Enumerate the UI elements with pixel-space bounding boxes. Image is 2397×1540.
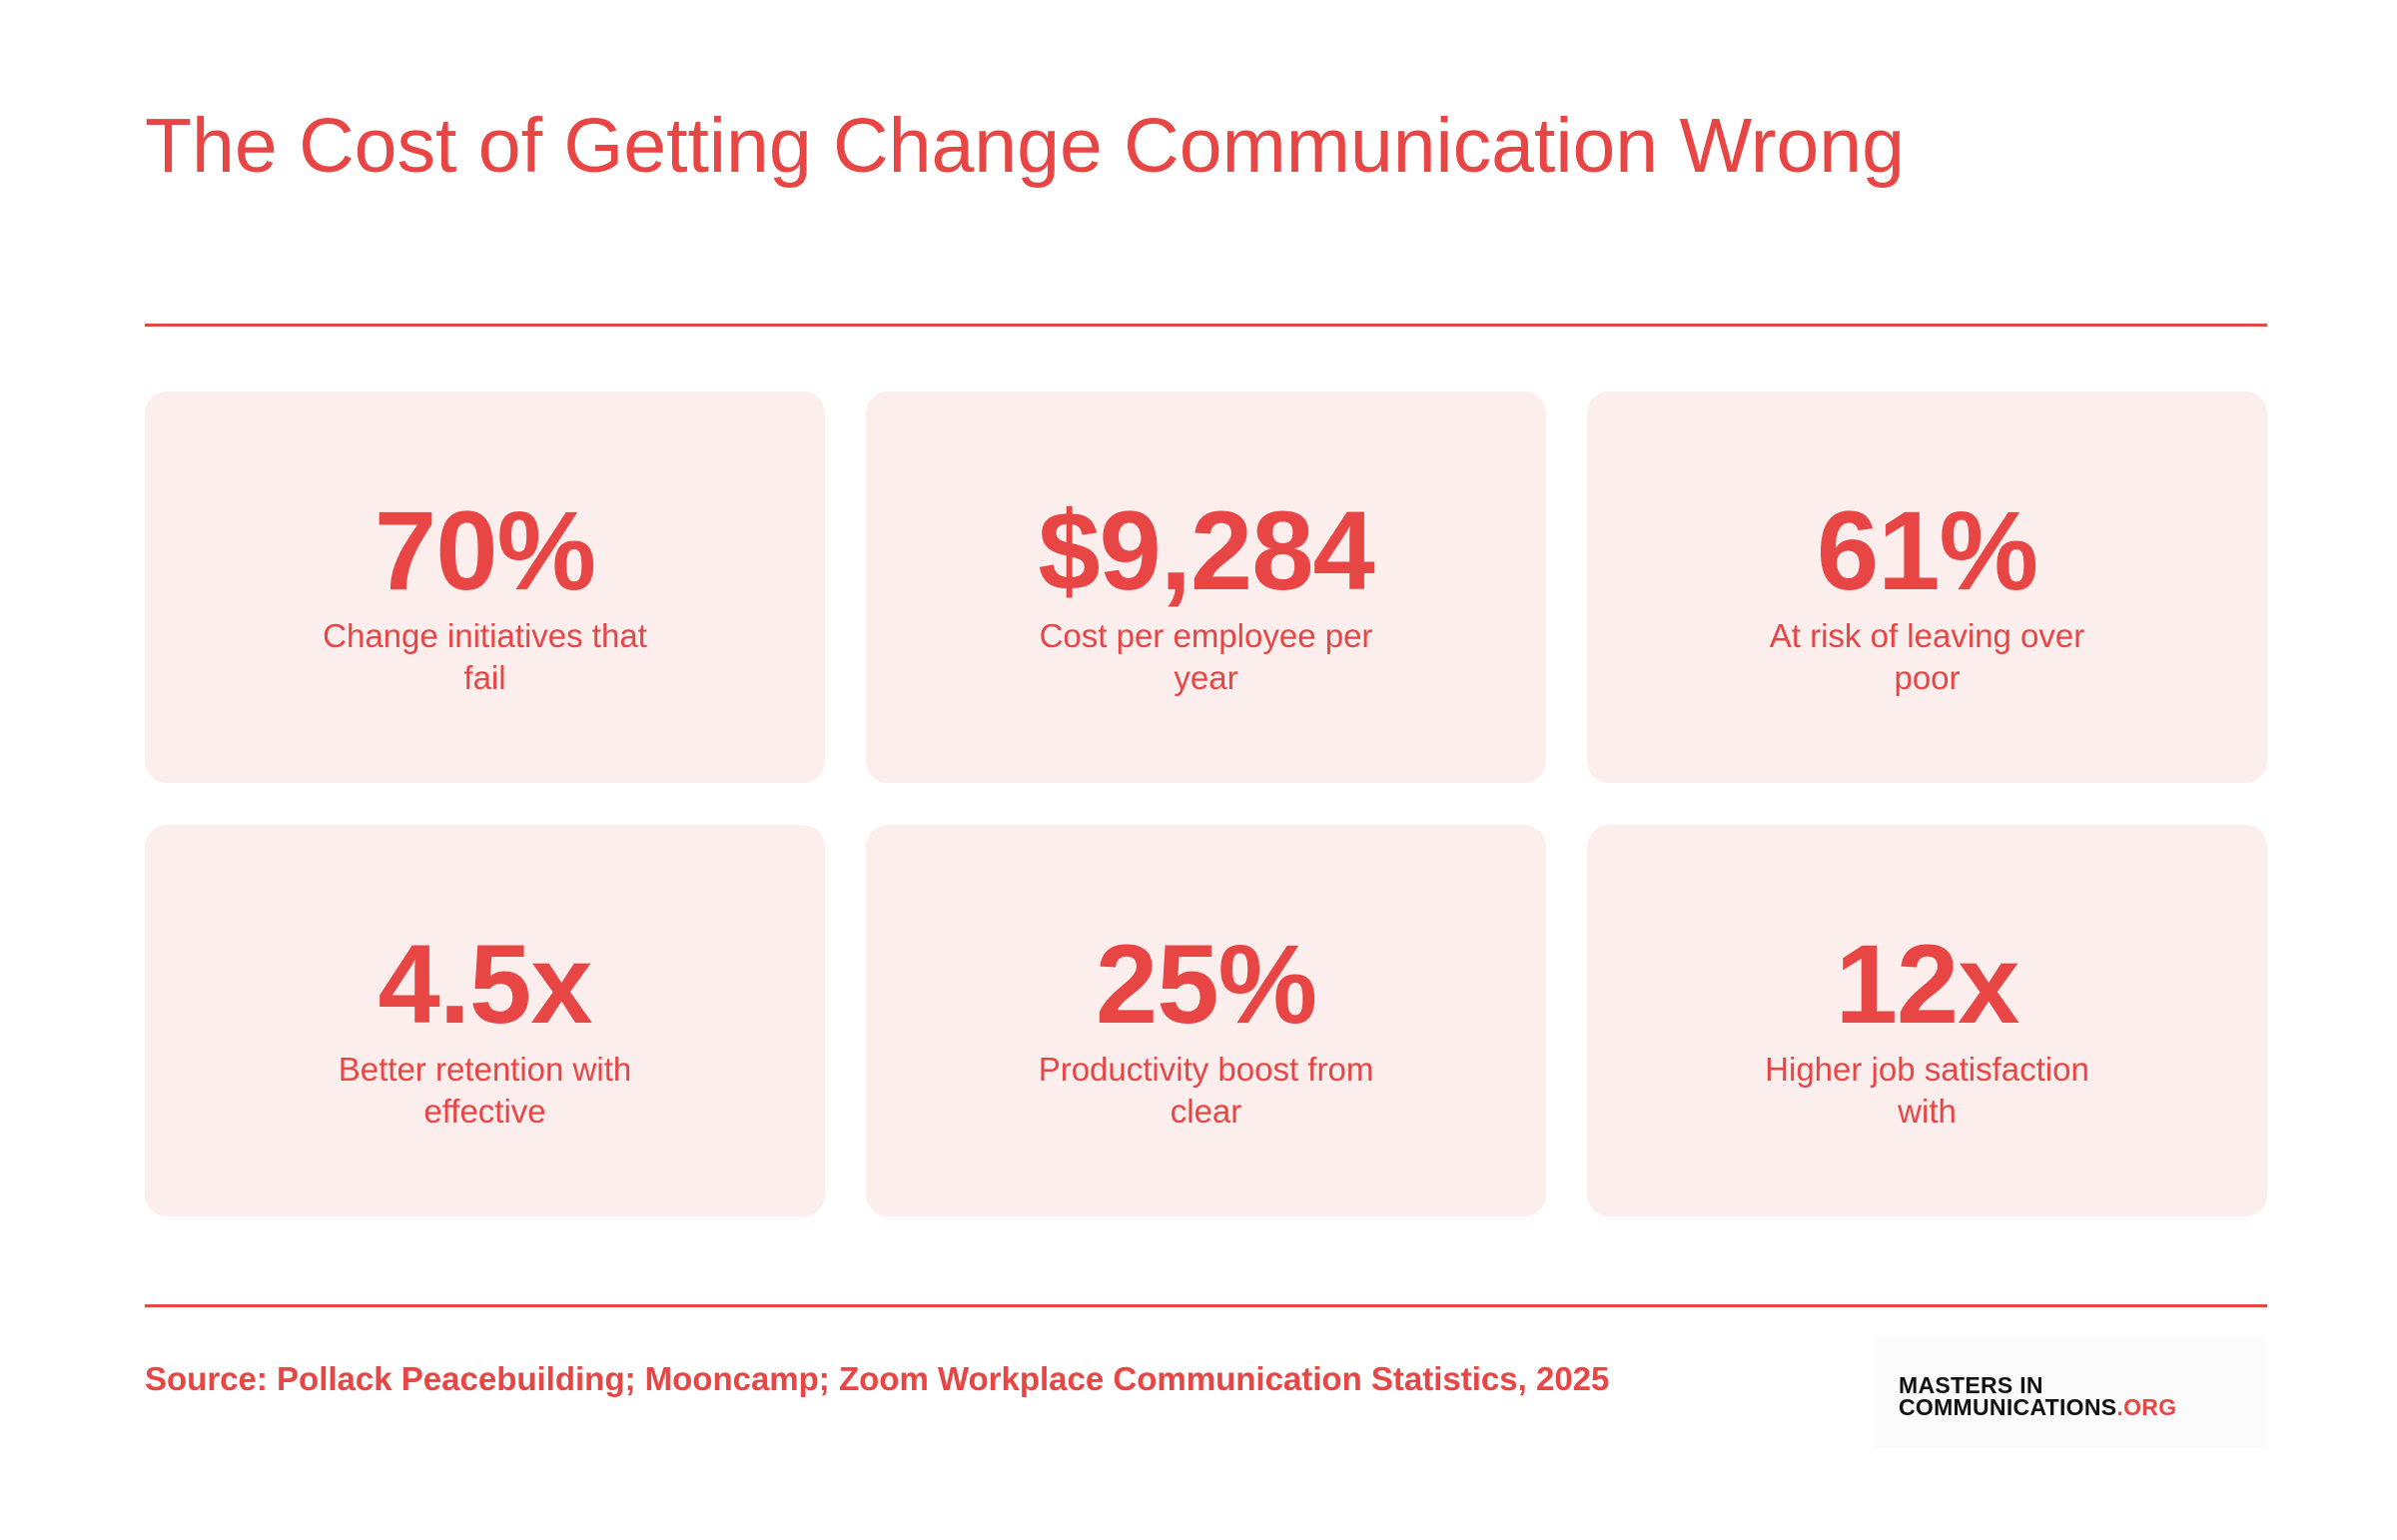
stat-card-job-satisfaction: 12x Higher job satisfaction with bbox=[1587, 825, 2267, 1216]
page-title: The Cost of Getting Change Communication… bbox=[145, 103, 1905, 189]
stat-value: 70% bbox=[374, 488, 596, 613]
stat-card-risk-of-leaving: 61% At risk of leaving over poor bbox=[1587, 391, 2267, 783]
logo-line-2-suffix: .ORG bbox=[2116, 1394, 2177, 1420]
top-divider bbox=[145, 324, 2267, 327]
bottom-divider bbox=[145, 1304, 2267, 1307]
stat-value: $9,284 bbox=[1038, 488, 1375, 613]
stat-value: 12x bbox=[1835, 922, 2020, 1047]
stat-label: Better retention with effective bbox=[338, 1051, 632, 1130]
logo-line-2: COMMUNICATIONS.ORG bbox=[1899, 1394, 2267, 1420]
brand-logo: MASTERS IN COMMUNICATIONS.ORG bbox=[1875, 1336, 2267, 1448]
stat-label: Productivity boost from clear bbox=[1038, 1051, 1374, 1130]
stat-label: At risk of leaving over poor bbox=[1769, 617, 2085, 696]
stats-grid: 70% Change initiatives that fail $9,284 … bbox=[145, 391, 2267, 1216]
stat-card-cost-per-employee: $9,284 Cost per employee per year bbox=[866, 391, 1546, 783]
stat-value: 61% bbox=[1816, 488, 2038, 613]
stat-card-failed-initiatives: 70% Change initiatives that fail bbox=[145, 391, 825, 783]
logo-line-2-main: COMMUNICATIONS bbox=[1899, 1394, 2117, 1420]
stat-card-retention: 4.5x Better retention with effective bbox=[145, 825, 825, 1216]
source-citation: Source: Pollack Peacebuilding; Mooncamp;… bbox=[145, 1360, 1610, 1397]
logo-line-1: MASTERS IN bbox=[1899, 1372, 2043, 1398]
stat-value: 4.5x bbox=[378, 922, 593, 1047]
stat-value: 25% bbox=[1095, 922, 1317, 1047]
stat-label: Cost per employee per year bbox=[1039, 617, 1373, 696]
stat-card-productivity: 25% Productivity boost from clear bbox=[866, 825, 1546, 1216]
stat-label: Higher job satisfaction with bbox=[1765, 1051, 2089, 1130]
stat-label: Change initiatives that fail bbox=[323, 617, 647, 696]
